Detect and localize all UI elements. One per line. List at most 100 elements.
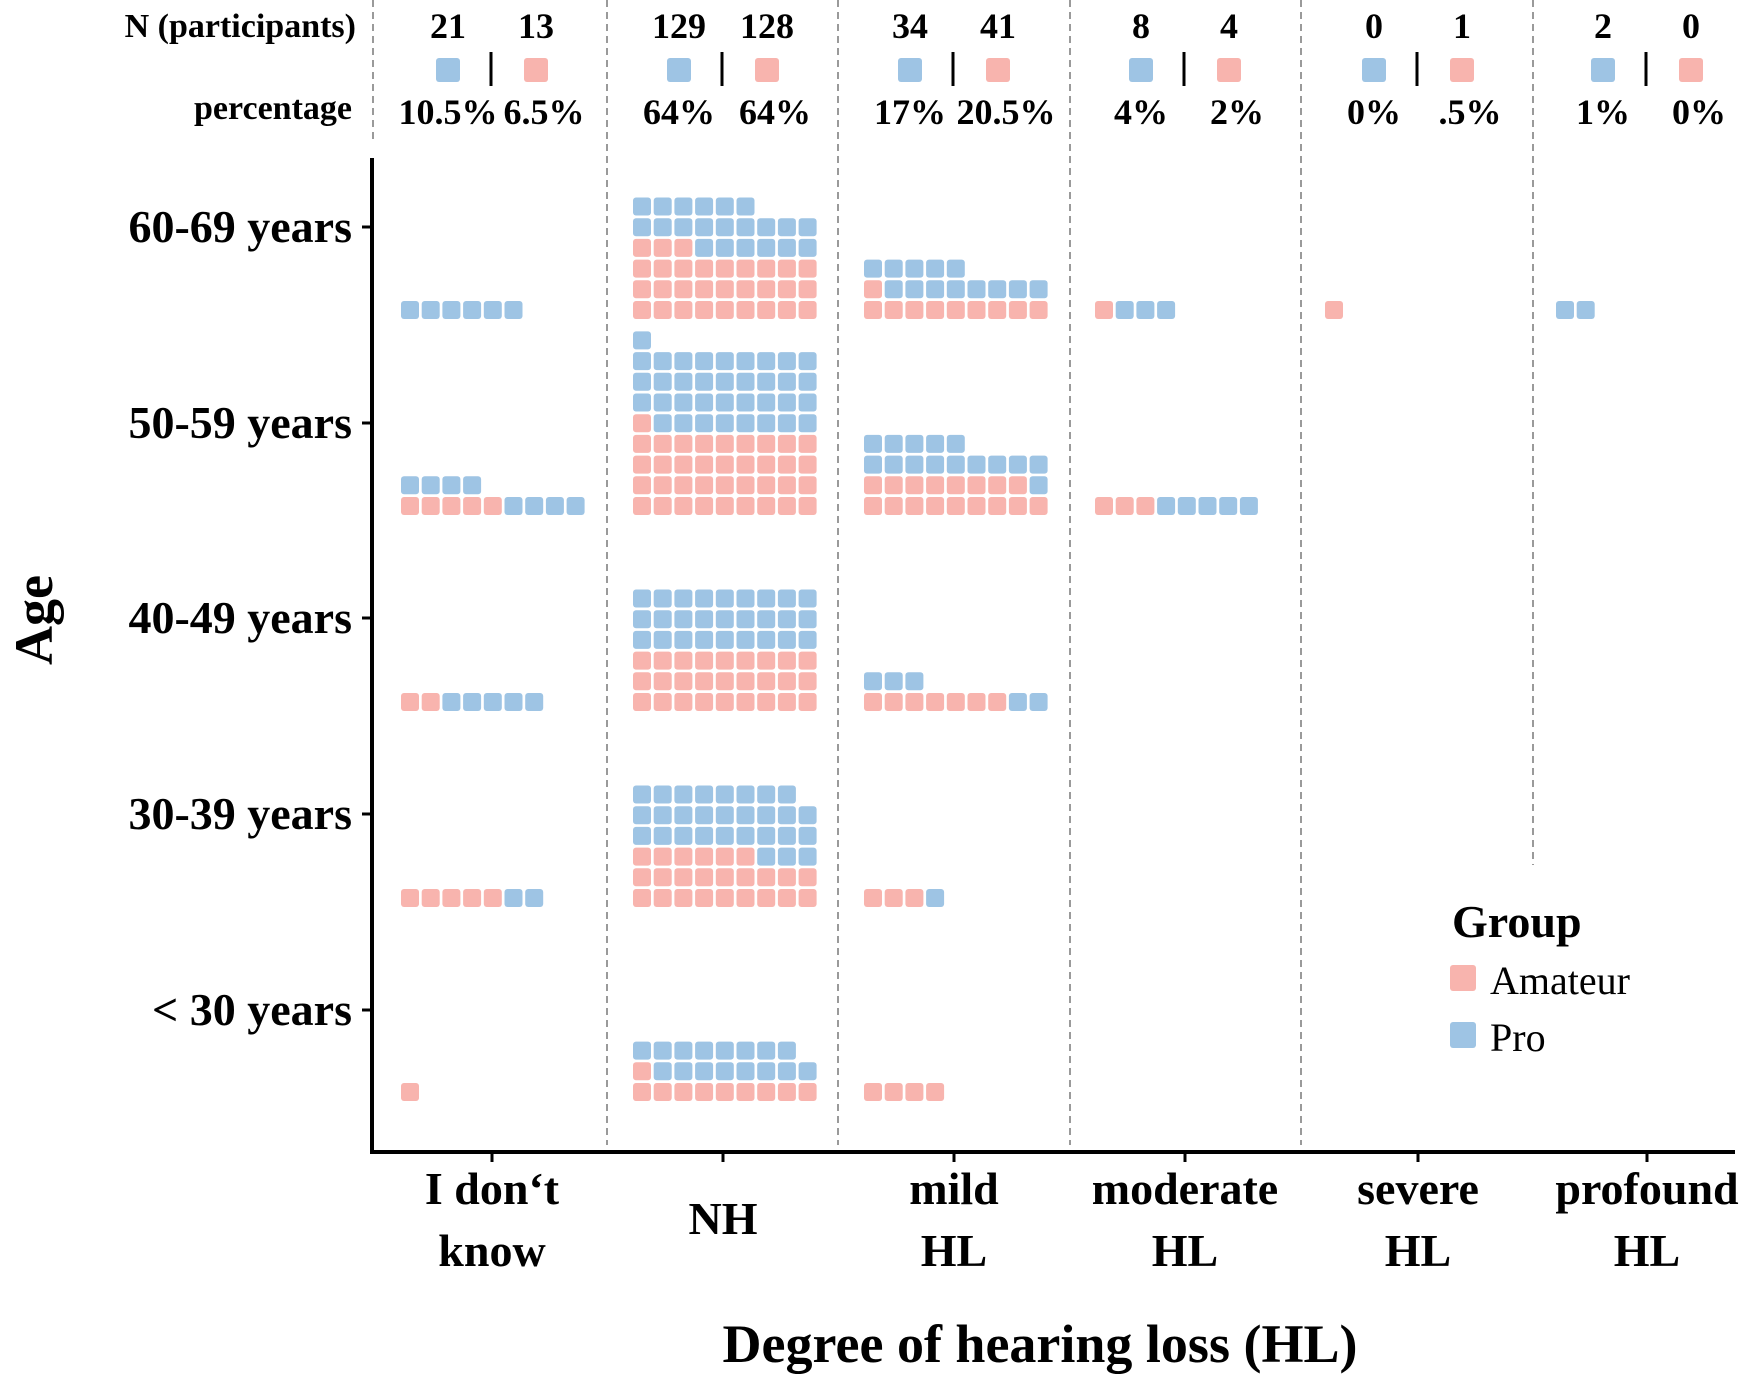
amateur-square	[1029, 301, 1048, 319]
amateur-square	[674, 476, 693, 495]
amateur-square	[864, 301, 882, 319]
pro-square	[674, 197, 693, 216]
pro-square	[946, 280, 965, 299]
amateur-square	[777, 889, 796, 907]
x-tick-label: moderate	[1092, 1163, 1278, 1214]
pro-square	[777, 393, 796, 412]
x-axis-title: Degree of hearing loss (HL)	[723, 1314, 1358, 1374]
amateur-square	[884, 497, 903, 515]
pro-square	[1576, 301, 1595, 319]
pro-square	[988, 455, 1007, 474]
amateur-square	[777, 497, 796, 515]
amateur-square	[653, 693, 672, 711]
x-tick-label: mild	[909, 1163, 999, 1214]
header-amateur-percentage: 64%	[739, 92, 811, 132]
pro-square	[633, 1041, 651, 1060]
pro-square	[421, 301, 440, 319]
pro-square	[736, 826, 755, 845]
pro-square	[483, 693, 502, 711]
amateur-square	[715, 434, 734, 453]
pro-square	[757, 1041, 776, 1060]
pro-square	[905, 672, 924, 691]
amateur-square	[926, 693, 945, 711]
amateur-square	[926, 497, 945, 515]
pro-square	[777, 785, 796, 804]
amateur-square	[777, 651, 796, 670]
amateur-square	[633, 868, 651, 887]
pro-square	[504, 497, 523, 515]
pro-square	[736, 610, 755, 629]
pro-square	[988, 280, 1007, 299]
amateur-square	[798, 889, 817, 907]
pro-square	[653, 218, 672, 237]
pro-square	[864, 455, 882, 474]
amateur-square	[715, 301, 734, 319]
amateur-square	[757, 497, 776, 515]
amateur-square	[442, 889, 461, 907]
pro-square	[674, 372, 693, 391]
pro-square	[1029, 455, 1048, 474]
pro-square	[653, 372, 672, 391]
amateur-square	[967, 693, 986, 711]
pro-square	[926, 455, 945, 474]
pro-square	[967, 280, 986, 299]
pro-square	[504, 889, 523, 907]
pro-square	[653, 785, 672, 804]
pro-square	[695, 1062, 714, 1081]
pro-square	[777, 847, 796, 866]
amateur-square	[674, 280, 693, 299]
amateur-square	[736, 434, 755, 453]
amateur-square	[757, 889, 776, 907]
amateur-square	[653, 434, 672, 453]
pro-square	[1157, 301, 1176, 319]
header-pro-percentage: 0%	[1347, 92, 1401, 132]
amateur-square	[483, 497, 502, 515]
amateur-square	[757, 455, 776, 474]
pro-square	[736, 1062, 755, 1081]
header-amateur-swatch	[986, 58, 1010, 82]
pro-square	[798, 218, 817, 237]
amateur-square	[715, 868, 734, 887]
legend-swatch-amateur	[1450, 965, 1476, 991]
amateur-square	[736, 672, 755, 691]
amateur-square	[653, 497, 672, 515]
amateur-square	[715, 651, 734, 670]
header-pro-percentage: 4%	[1114, 92, 1168, 132]
amateur-square	[884, 693, 903, 711]
amateur-square	[633, 672, 651, 691]
header-n-label: N (participants)	[125, 8, 356, 45]
amateur-square	[421, 497, 440, 515]
amateur-square	[946, 693, 965, 711]
amateur-square	[798, 868, 817, 887]
amateur-square	[988, 693, 1007, 711]
amateur-square	[798, 434, 817, 453]
amateur-square	[695, 301, 714, 319]
pro-square	[653, 1041, 672, 1060]
y-tick-labels: 60-69 years 50-59 years 40-49 years 30-39 y…	[128, 201, 372, 1035]
amateur-square	[757, 693, 776, 711]
amateur-square	[674, 497, 693, 515]
amateur-square	[798, 455, 817, 474]
amateur-square	[653, 476, 672, 495]
pro-square	[926, 259, 945, 278]
pro-square	[757, 238, 776, 257]
pro-square	[715, 352, 734, 371]
category-separators	[606, 0, 1534, 1145]
amateur-square	[1008, 476, 1027, 495]
amateur-square	[633, 889, 651, 907]
header-amateur-swatch	[755, 58, 779, 82]
amateur-square	[1095, 497, 1113, 515]
pro-square	[777, 610, 796, 629]
amateur-square	[695, 693, 714, 711]
pro-square	[864, 259, 882, 278]
pro-square	[757, 847, 776, 866]
amateur-square	[777, 672, 796, 691]
pro-square	[777, 806, 796, 825]
pro-square	[715, 1041, 734, 1060]
pro-square	[633, 352, 651, 371]
amateur-square	[442, 497, 461, 515]
amateur-square	[715, 672, 734, 691]
amateur-square	[401, 693, 419, 711]
amateur-square	[695, 889, 714, 907]
